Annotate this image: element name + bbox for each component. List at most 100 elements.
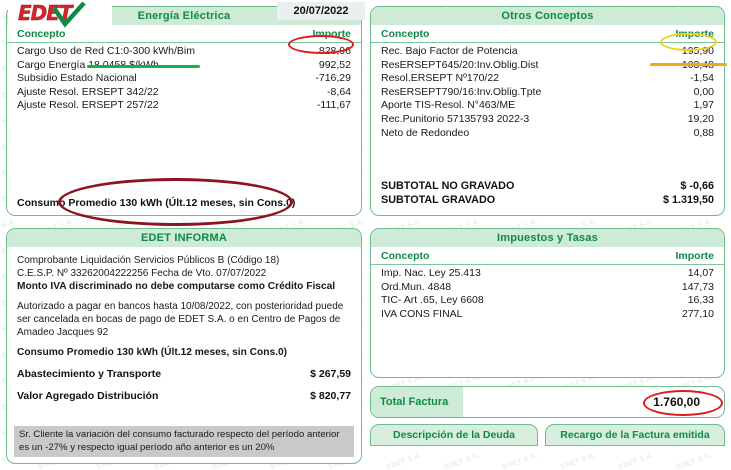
subtotal-gravado-label: SUBTOTAL GRAVADO [381, 194, 496, 206]
edet-informa-panel: EDET INFORMA Comprobante Liquidación Ser… [6, 228, 362, 464]
invoice-date-chip: 20/07/2022 [277, 2, 365, 20]
table-row: Rec. Bajo Factor de Potencia 195,90 [381, 45, 714, 59]
table-row: Ord.Mun. 4848 147,73 [381, 281, 714, 295]
row-importe: 828,96 [318, 45, 351, 57]
table-row: Neto de Redondeo 0,88 [381, 127, 714, 141]
informa-consumo-promedio: Consumo Promedio 130 kWh (Últ.12 meses, … [17, 347, 288, 358]
row-importe: -1,54 [690, 72, 714, 85]
row-concepto: Subsidio Estado Nacional [17, 72, 137, 85]
table-row: ResERSEPT645/20:Inv.Oblig.Dist 103,48 [381, 59, 714, 73]
valor-agregado-label: Valor Agregado Distribución [17, 390, 159, 402]
informa-valor-agregado-row: Valor Agregado Distribución $ 820,77 [17, 390, 351, 403]
table-row: Cargo Uso de Red C1:0-300 kWh/Bim 828,96 [17, 45, 351, 59]
row-importe: -716,29 [315, 72, 351, 85]
watermark-text: EDET S.A. [617, 451, 656, 470]
row-concepto: TIC- Art .65, Ley 6608 [381, 294, 484, 307]
row-concepto: Ajuste Resol. ERSEPT 342/22 [17, 85, 159, 98]
valor-agregado-value: $ 820,77 [310, 390, 351, 402]
tab-recargo-factura[interactable]: Recargo de la Factura emitida [545, 424, 725, 446]
table-row: Resol.ERSEPT Nº170/22 -1,54 [381, 72, 714, 86]
table-row: Aporte TIS-Resol. N°463/ME 1,97 [381, 99, 714, 113]
watermark-text: EDET S.A. [386, 0, 423, 3]
tab-descripcion-deuda-label: Descripción de la Deuda [393, 429, 515, 441]
row-importe: 0,00 [693, 85, 714, 98]
watermark-text: EDET S.A. [560, 0, 597, 3]
otros-conceptos-panel: Otros Conceptos Concepto Importe Rec. Ba… [370, 6, 725, 216]
row-importe: 992,52 [318, 58, 351, 71]
otros-rows: Rec. Bajo Factor de Potencia 195,90 ResE… [371, 43, 724, 140]
impuestos-column-headers: Concepto Importe [371, 247, 724, 265]
subtotal-gravado-row: SUBTOTAL GRAVADO $ 1.319,50 [381, 193, 714, 207]
watermark-text: EDET S.A. [385, 451, 424, 470]
row-importe: 195,90 [681, 45, 714, 57]
row-importe: -8,64 [327, 85, 351, 98]
otros-column-headers: Concepto Importe [371, 25, 724, 43]
row-importe: 103,48 [681, 58, 714, 71]
row-importe: 147,73 [681, 280, 714, 293]
informa-panel-title: EDET INFORMA [7, 229, 361, 247]
watermark-text: EDET S.A. [501, 451, 540, 470]
energia-electrica-panel: Energía Eléctrica Concepto Importe Cargo… [6, 6, 362, 216]
energia-column-headers: Concepto Importe [7, 25, 361, 43]
row-concepto: ResERSEPT790/16:Inv.Oblig.Tpte [381, 85, 542, 98]
impuestos-panel-title: Impuestos y Tasas [371, 229, 724, 247]
table-row: Ajuste Resol. ERSEPT 342/22 -8,64 [17, 86, 351, 100]
table-row: Imp. Nac. Ley 25.413 14,07 [381, 267, 714, 281]
impuestos-tasas-panel: Impuestos y Tasas Concepto Importe Imp. … [370, 228, 725, 378]
row-concepto: Rec. Bajo Factor de Potencia [381, 45, 518, 57]
informa-body: Comprobante Liquidación Servicios Públic… [7, 247, 361, 403]
watermark-text: EDET S.A. [676, 0, 713, 3]
row-importe: 16,33 [687, 294, 714, 307]
row-concepto: Resol.ERSEPT Nº170/22 [381, 72, 500, 85]
row-concepto: Imp. Nac. Ley 25.413 [381, 267, 481, 279]
informa-line-cesp: C.E.S.P. Nº 33262004222256 Fecha de Vto.… [17, 268, 267, 279]
row-concepto: Neto de Redondeo [381, 126, 470, 139]
watermark-text: EDET S.A. [502, 0, 539, 3]
watermark-text: EDET S.A. [154, 0, 191, 3]
table-row: Cargo Energía 18.0458 $/kWh 992,52 [17, 59, 351, 73]
watermark-text: EDET S.A. [212, 0, 249, 3]
table-row: Subsidio Estado Nacional -716,29 [17, 72, 351, 86]
row-concepto: Aporte TIS-Resol. N°463/ME [381, 99, 516, 112]
total-factura-label: Total Factura [371, 387, 463, 417]
watermark-text: EDET S.A. [443, 451, 482, 470]
row-importe: 0,88 [693, 126, 714, 139]
row-importe: 277,10 [681, 307, 714, 320]
row-importe: 1,97 [693, 99, 714, 112]
impuestos-col-concepto: Concepto [381, 250, 430, 262]
informa-abastecimiento-row: Abastecimiento y Transporte $ 267,59 [17, 368, 351, 381]
subtotal-gravado-value: $ 1.319,50 [662, 194, 714, 206]
subtotal-no-gravado-label: SUBTOTAL NO GRAVADO [381, 180, 515, 192]
tab-recargo-factura-label: Recargo de la Factura emitida [560, 429, 710, 441]
otros-subtotals: SUBTOTAL NO GRAVADO $ -0,66 SUBTOTAL GRA… [381, 179, 714, 207]
table-row: Ajuste Resol. ERSEPT 257/22 -111,67 [17, 99, 351, 113]
total-factura-panel: Total Factura 1.760,00 [370, 386, 725, 418]
otros-panel-title: Otros Conceptos [371, 7, 724, 25]
energia-consumo-promedio: Consumo Promedio 130 kWh (Últ.12 meses, … [17, 197, 296, 209]
row-concepto: Ajuste Resol. ERSEPT 257/22 [17, 99, 159, 112]
row-concepto: ResERSEPT645/20:Inv.Oblig.Dist [381, 58, 539, 71]
informa-line-autorizado: Autorizado a pagar en bancos hasta 10/08… [17, 301, 344, 338]
subtotal-no-gravado-value: $ -0,66 [680, 180, 714, 192]
table-row: IVA CONS FINAL 277,10 [381, 308, 714, 322]
impuestos-col-importe: Importe [675, 250, 714, 262]
subtotal-no-gravado-row: SUBTOTAL NO GRAVADO $ -0,66 [381, 179, 714, 193]
informa-variation-note: Sr. Cliente la variación del consumo fac… [14, 426, 354, 457]
energia-col-importe: Importe [312, 28, 351, 40]
edet-logo: EDET [8, 0, 112, 28]
row-concepto: Cargo Uso de Red C1:0-300 kWh/Bim [17, 45, 195, 57]
row-importe: -111,67 [316, 99, 351, 112]
watermark-text: EDET S.A. [559, 451, 598, 470]
abastecimiento-value: $ 267,59 [310, 368, 351, 380]
row-concepto: Ord.Mun. 4848 [381, 280, 452, 293]
otros-col-concepto: Concepto [381, 28, 430, 40]
watermark-text: EDET S.A. [618, 0, 655, 3]
row-concepto: Cargo Energía 18.0458 $/kWh [17, 58, 159, 71]
tab-descripcion-deuda[interactable]: Descripción de la Deuda [370, 424, 538, 446]
energia-col-concepto: Concepto [17, 28, 66, 40]
impuestos-rows: Imp. Nac. Ley 25.413 14,07 Ord.Mun. 4848… [371, 265, 724, 321]
row-importe: 14,07 [687, 267, 714, 279]
row-importe: 19,20 [687, 112, 714, 125]
abastecimiento-label: Abastecimiento y Transporte [17, 368, 162, 380]
